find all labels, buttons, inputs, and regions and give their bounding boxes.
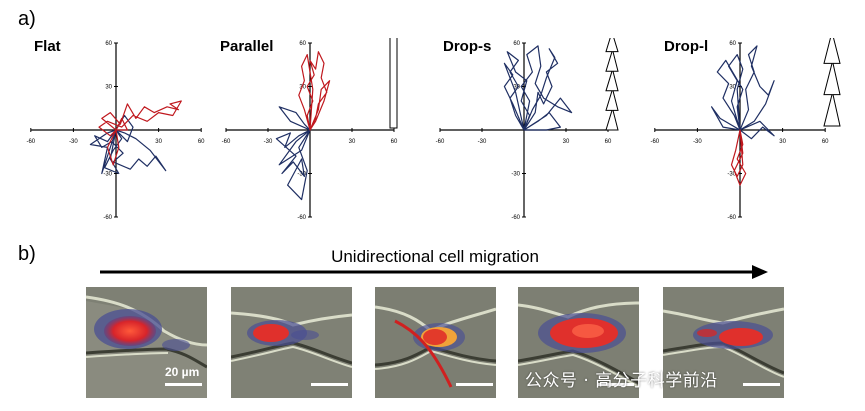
y-tick-label: 60	[513, 41, 520, 47]
x-tick-label: -30	[264, 139, 273, 145]
scale-bar-label: 20 µm	[165, 365, 199, 379]
watermark-text: 公众号 · 高分子科学前沿	[525, 371, 718, 391]
micrograph-frame-2	[231, 287, 352, 398]
micrograph-frame-3	[375, 287, 496, 398]
y-tick-label: 60	[105, 41, 112, 47]
plot-title-parallel: Parallel	[220, 38, 274, 55]
x-tick-label: -60	[650, 139, 659, 145]
trajectory-series-blue	[710, 45, 775, 140]
channel-schematic-drop-s	[605, 38, 619, 131]
micrograph-frame-1: 20 µm	[86, 287, 207, 398]
y-tick-label: -60	[297, 215, 306, 221]
plot-title-drop-s: Drop-s	[443, 38, 492, 55]
y-tick-label: -60	[511, 215, 520, 221]
scale-bar	[456, 383, 493, 386]
y-tick-label: 60	[299, 41, 306, 47]
x-tick-label: 30	[563, 139, 570, 145]
scale-bar	[597, 383, 634, 386]
y-tick-label: 60	[729, 41, 736, 47]
panel-label-a: a)	[18, 8, 36, 30]
trajectory-plot-flat: -60 -30 30 60 60 30 -30 -60	[26, 41, 205, 221]
x-tick-label: -30	[478, 139, 487, 145]
plot-title-drop-l: Drop-l	[664, 38, 709, 55]
panel-label-b: b)	[18, 243, 36, 265]
channel-schematic-drop-l	[823, 38, 841, 127]
migration-arrow-head	[752, 265, 768, 279]
y-tick-label: -30	[103, 172, 112, 178]
y-tick-label: -60	[727, 215, 736, 221]
y-tick-label: -30	[727, 172, 736, 178]
migration-arrow	[100, 265, 768, 279]
trajectory-series-blue	[503, 45, 573, 131]
trajectory-plot-drop-l: -60 -30 30 60 60 30 -30 -60	[650, 38, 841, 221]
x-tick-label: 60	[605, 139, 612, 145]
trajectory-series-red	[98, 100, 182, 166]
migration-banner-text: Unidirectional cell migration	[331, 247, 539, 266]
x-tick-label: -60	[26, 139, 35, 145]
x-tick-label: -60	[222, 139, 231, 145]
channel-schematic-parallel	[389, 38, 398, 129]
scale-bar	[311, 383, 348, 386]
y-tick-label: 30	[729, 85, 736, 91]
micrograph-frame-4	[518, 287, 639, 398]
y-tick-label: 30	[105, 85, 112, 91]
x-tick-label: 60	[391, 139, 398, 145]
x-tick-label: 60	[822, 139, 829, 145]
trajectory-series-red	[298, 51, 331, 131]
y-tick-label: -30	[511, 172, 520, 178]
x-tick-label: -30	[693, 139, 702, 145]
x-tick-label: -60	[436, 139, 445, 145]
scale-bar	[165, 383, 202, 386]
trajectory-series-blue	[275, 106, 311, 201]
y-tick-label: -60	[103, 215, 112, 221]
scale-bar	[743, 383, 780, 386]
y-tick-label: 30	[299, 85, 306, 91]
x-tick-label: 60	[198, 139, 205, 145]
plot-title-flat: Flat	[34, 38, 61, 55]
y-tick-label: -30	[297, 172, 306, 178]
x-tick-label: 30	[779, 139, 786, 145]
trajectory-series-red	[730, 129, 747, 186]
x-tick-label: 30	[155, 139, 162, 145]
x-tick-label: -30	[69, 139, 78, 145]
trajectory-plot-parallel: -60 -30 30 60 60 30 -30 -60	[222, 38, 398, 221]
x-tick-label: 30	[349, 139, 356, 145]
micrograph-frame-5	[663, 287, 784, 398]
